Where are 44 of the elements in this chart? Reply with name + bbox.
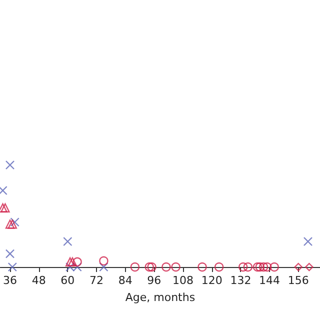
point [10,218,20,227]
point [8,220,17,229]
point [5,220,15,229]
point [198,262,207,272]
point [63,236,72,246]
point [65,262,75,272]
point [65,257,75,266]
point [72,257,82,266]
point [130,262,140,272]
x-tick-label: 36 [3,274,17,287]
point [214,262,224,272]
x-tick-label: 120 [201,274,222,287]
point [5,249,15,258]
point [99,256,108,266]
point [303,236,313,246]
point [258,262,268,272]
point [238,262,248,272]
point [144,262,154,272]
point [294,262,302,272]
point [68,257,78,266]
point [8,262,17,272]
x-tick-label: 84 [118,274,132,287]
point [270,262,279,272]
x-axis-title: Age, months [125,291,196,304]
point [5,160,15,170]
x-tick-label: 144 [259,274,280,287]
point [147,262,156,272]
point [262,262,272,272]
x-tick-label: 108 [172,274,194,287]
point [171,262,180,272]
point [255,262,265,272]
point [162,262,171,272]
x-tick-label: 48 [32,274,46,287]
point [0,203,10,212]
point [243,262,253,272]
x-tick-label: 132 [230,274,252,287]
point [72,262,82,272]
x-tick-label: 60 [60,274,75,287]
x-tick-label: 96 [147,274,162,287]
point [99,262,108,272]
point [252,262,262,272]
point [305,262,314,272]
x-tick-label: 156 [288,274,309,287]
x-tick-label: 72 [90,274,104,287]
